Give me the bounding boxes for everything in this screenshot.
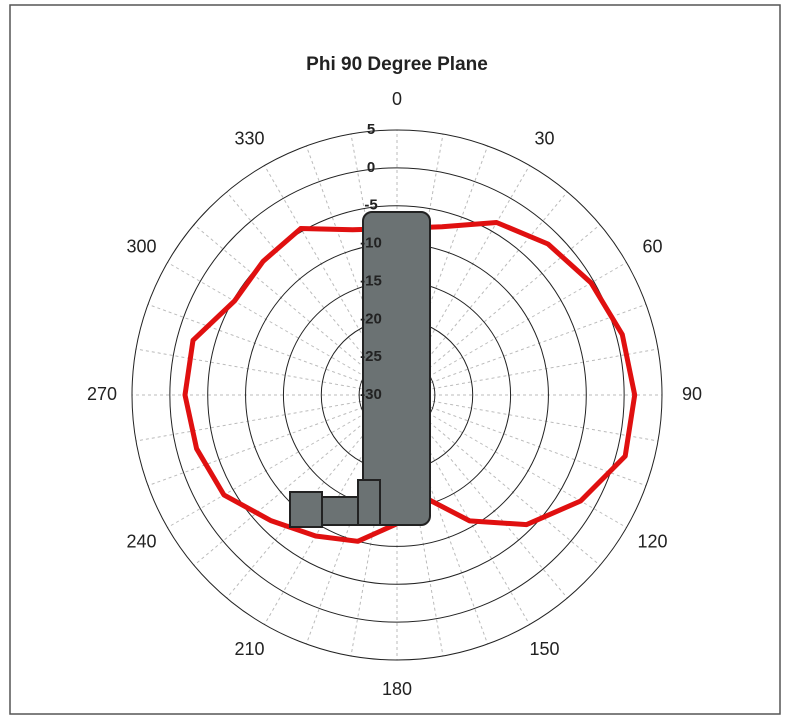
theta-tick-label: 30 [534, 128, 554, 148]
theta-tick-label: 60 [642, 236, 662, 256]
r-tick-label: -25 [360, 348, 382, 365]
antenna-part [322, 497, 358, 525]
r-tick-label: -10 [360, 235, 382, 252]
r-tick-label: 5 [367, 121, 375, 138]
r-tick-label: -15 [360, 272, 382, 289]
chart-title: Phi 90 Degree Plane [306, 54, 488, 75]
antenna-body [363, 212, 430, 525]
theta-tick-label: 120 [637, 531, 667, 551]
theta-tick-label: 210 [234, 639, 264, 659]
antenna-part [290, 492, 322, 527]
r-tick-label: -20 [360, 310, 382, 327]
theta-tick-label: 300 [126, 236, 156, 256]
theta-tick-label: 90 [682, 384, 702, 404]
theta-tick-label: 240 [126, 531, 156, 551]
theta-tick-label: 330 [234, 128, 264, 148]
theta-tick-label: 0 [392, 89, 402, 109]
theta-tick-label: 180 [382, 679, 412, 699]
theta-tick-label: 270 [87, 384, 117, 404]
r-tick-label: 0 [367, 159, 375, 176]
antenna-part [358, 480, 380, 525]
theta-tick-label: 150 [529, 639, 559, 659]
r-tick-label: -5 [364, 197, 377, 214]
chart: Phi 90 Degree Plane 0 30 60 90 120 150 180 210 2… [0, 0, 797, 719]
r-tick-label: -30 [360, 386, 382, 403]
